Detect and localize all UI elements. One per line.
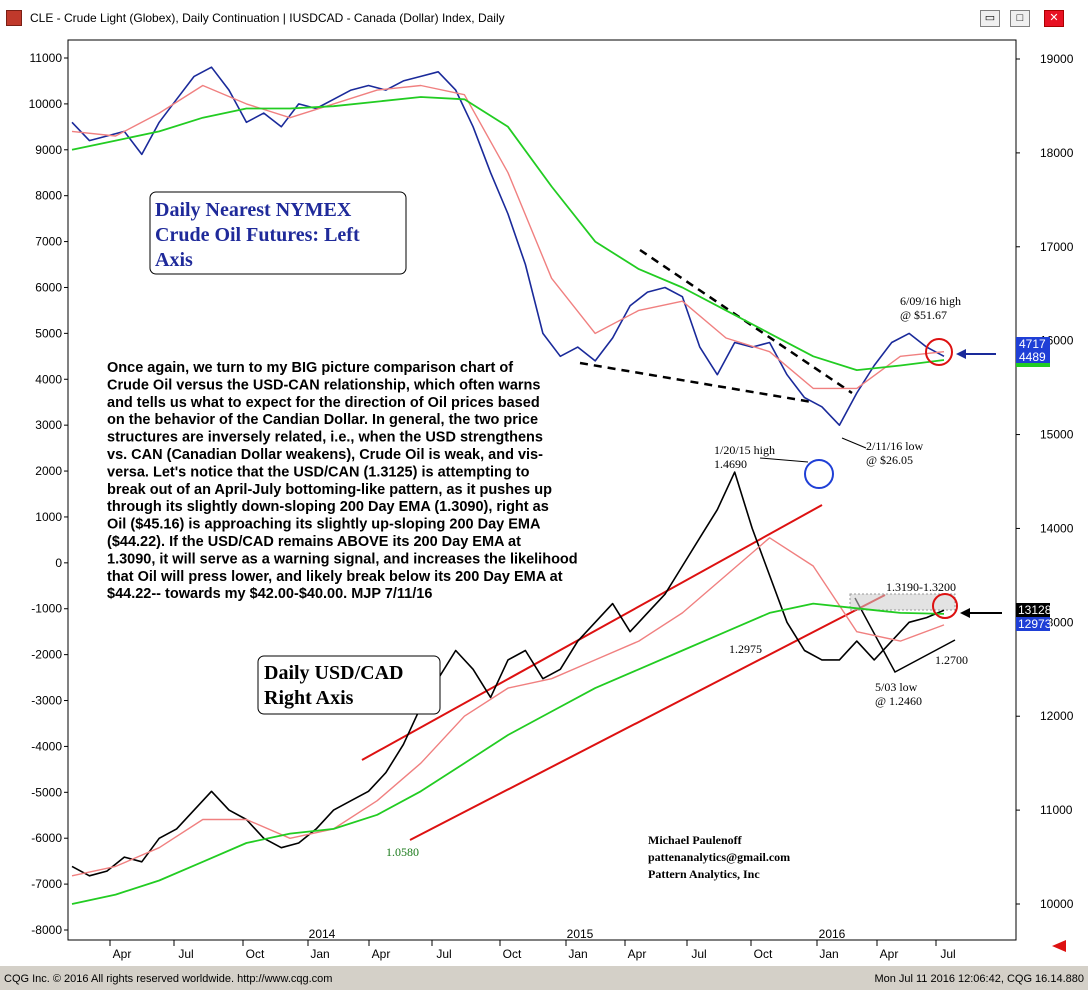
left-tick-label: 5000 (35, 326, 62, 340)
left-tick-label: -4000 (31, 739, 62, 753)
signature-company: Pattern Analytics, Inc (648, 867, 760, 881)
price-chart[interactable]: 1100010000900080007000600050004000300020… (0, 36, 1088, 966)
right-tick-label: 11000 (1040, 803, 1073, 817)
year-label: 2014 (309, 927, 336, 941)
left-tick-label: 10000 (29, 97, 63, 111)
x-tick-label: Apr (880, 947, 899, 961)
commentary-line: on the behavior of the Candian Dollar. I… (107, 412, 538, 428)
window-title: CLE - Crude Light (Globex), Daily Contin… (30, 11, 505, 25)
chart-area[interactable]: 11000 10000 9000 8000 7000 6000 5000 4000 3000 20… (0, 36, 1088, 966)
right-tick-label: 18000 (1040, 146, 1074, 160)
commentary-line: vs. CAN (Canadian Dollar weakens), Crude… (107, 447, 543, 463)
x-tick-label: Jul (436, 947, 451, 961)
commentary-line: break out of an April-July bottoming-lik… (107, 482, 552, 498)
oil-ema-badge (1016, 363, 1050, 367)
commentary-line: $44.22-- towards my $42.00-$40.00. MJP 7… (107, 586, 432, 602)
x-tick-label: Oct (503, 947, 522, 961)
left-tick-label: 9000 (35, 143, 62, 157)
scroll-left-arrow[interactable] (1052, 940, 1066, 952)
timestamp-text: Mon Jul 11 2016 12:06:42, CQG 16.14.880 (874, 973, 1084, 985)
oil-label-line-1: Daily Nearest NYMEX (155, 199, 352, 221)
left-tick-label: -2000 (31, 648, 62, 662)
year-label: 2016 (819, 927, 846, 941)
left-tick-label: 11000 (30, 51, 63, 65)
x-tick-label: Apr (628, 947, 647, 961)
minimize-button[interactable]: ▭ (980, 10, 1000, 27)
left-axis: 1100010000900080007000600050004000300020… (29, 51, 68, 937)
left-tick-label: -5000 (31, 785, 62, 799)
low-1-2975-label: 1.2975 (729, 642, 762, 656)
usd-price-badge-bottom-text: 12973 (1018, 617, 1052, 631)
commentary-line: through its slightly down-sloping 200 Da… (107, 499, 549, 515)
copyright-text: CQG Inc. © 2016 All rights reserved worl… (4, 973, 332, 985)
year-label: 2015 (567, 927, 594, 941)
app-icon (6, 10, 22, 26)
high-label-line-1: 6/09/16 high (900, 294, 961, 308)
usd-price-badge-top-text: 13128 (1018, 603, 1052, 617)
right-tick-label: 15000 (1040, 428, 1074, 442)
oil-price-badge-top-text: 4717 (1019, 337, 1046, 351)
right-tick-label: 10000 (1040, 897, 1074, 911)
commentary-line: versa. Let's notice that the USD/CAN (1.… (107, 464, 530, 480)
right-tick-label: 12000 (1040, 709, 1074, 723)
low-label-line-1: 2/11/16 low (866, 439, 924, 453)
low-5-03-line-1: 5/03 low (875, 680, 918, 694)
left-tick-label: 6000 (35, 280, 62, 294)
x-tick-label: Jul (178, 947, 193, 961)
x-tick-label: Oct (246, 947, 265, 961)
signature-name: Michael Paulenoff (648, 833, 743, 847)
x-tick-label: Jul (691, 947, 706, 961)
low-label-line-2: @ $26.05 (866, 453, 913, 467)
left-tick-label: 3000 (35, 418, 62, 432)
high-label-line-2: @ $51.67 (900, 308, 947, 322)
x-tick-label: Apr (372, 947, 391, 961)
commentary-line: structures are inversely related, i.e., … (107, 430, 543, 446)
right-tick-label: 17000 (1040, 240, 1074, 254)
commentary-line: Once again, we turn to my BIG picture co… (107, 360, 513, 376)
right-axis: 1900018000170001600015000140001300012000… (1016, 52, 1074, 911)
close-button[interactable]: ✕ (1044, 10, 1064, 27)
left-tick-label: -7000 (31, 877, 62, 891)
x-tick-label: Jan (819, 947, 838, 961)
usd-high-label-line-1: 1/20/15 high (714, 443, 775, 457)
right-tick-label: 14000 (1040, 521, 1074, 535)
left-tick-label: 4000 (35, 372, 62, 386)
usd-label-line-2: Right Axis (264, 687, 354, 709)
usd-high-label-line-2: 1.4690 (714, 457, 747, 471)
left-tick-label: 7000 (35, 235, 62, 249)
commentary-line: that Oil will press lower, and likely br… (107, 569, 563, 585)
usd-label-line-1: Daily USD/CAD (264, 662, 403, 684)
oil-label-line-3: Axis (155, 249, 193, 271)
x-tick-label: Oct (754, 947, 773, 961)
oil-label-line-2: Crude Oil Futures: Left (155, 224, 360, 246)
range-label: 1.3190-1.3200 (886, 580, 956, 594)
x-tick-label: Jul (940, 947, 955, 961)
status-bar: CQG Inc. © 2016 All rights reserved worl… (0, 970, 1088, 990)
low-5-03-line-2: @ 1.2460 (875, 694, 922, 708)
left-tick-label: 1000 (35, 510, 62, 524)
commentary-text: Once again, we turn to my BIG picture co… (107, 360, 578, 602)
x-tick-label: Jan (310, 947, 329, 961)
commentary-line: and tells us what to expect for the dire… (107, 395, 540, 411)
commentary-line: Oil ($45.16) is approaching its slightly… (107, 517, 541, 533)
oil-price-badge-bottom-text: 4489 (1019, 350, 1046, 364)
left-tick-label: -8000 (31, 923, 62, 937)
left-tick-label: -6000 (31, 831, 62, 845)
left-tick-label: -1000 (31, 602, 62, 616)
maximize-button[interactable]: □ (1010, 10, 1030, 27)
left-tick-label: -3000 (31, 694, 62, 708)
left-tick-label: 0 (55, 556, 62, 570)
commentary-line: ($44.22). If the USD/CAD remains ABOVE i… (107, 534, 521, 550)
right-tick-label: 19000 (1040, 52, 1074, 66)
x-tick-label: Apr (113, 947, 132, 961)
x-tick-label: Jan (568, 947, 587, 961)
commentary-line: Crude Oil versus the USD-CAN relationshi… (107, 377, 540, 393)
left-tick-label: 2000 (35, 464, 62, 478)
commentary-line: 1.3090, it will serve as a warning signa… (107, 551, 578, 567)
level-1-2700-label: 1.2700 (935, 653, 968, 667)
low-1-0580-label: 1.0580 (386, 845, 419, 859)
left-tick-label: 8000 (35, 189, 62, 203)
signature-email[interactable]: pattenanalytics@gmail.com (648, 850, 790, 864)
window-titlebar: CLE - Crude Light (Globex), Daily Contin… (0, 0, 1088, 37)
